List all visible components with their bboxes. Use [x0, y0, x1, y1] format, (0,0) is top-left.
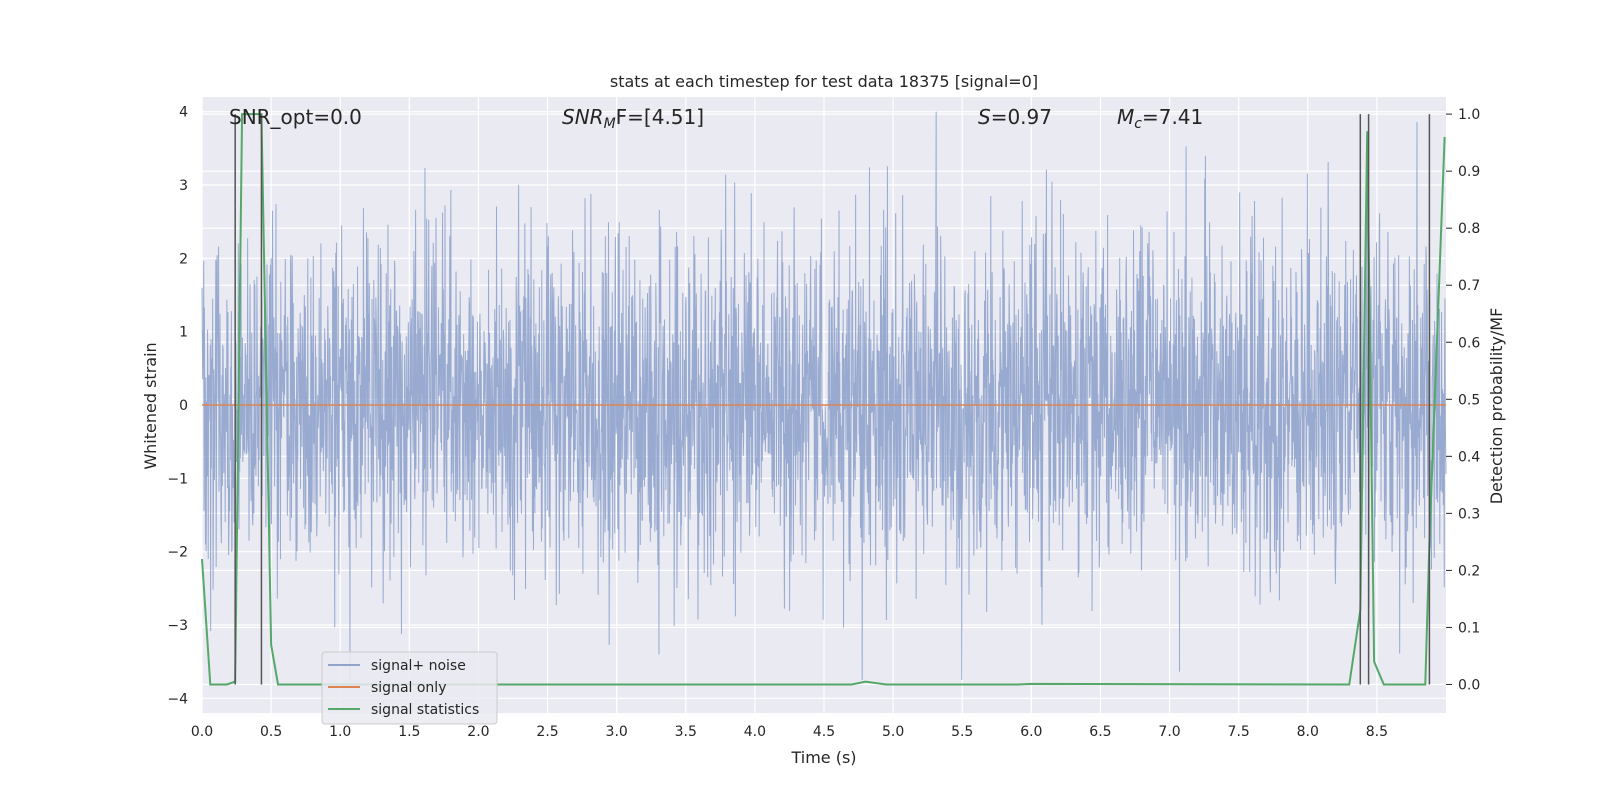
- y-tick-label: 4: [179, 105, 188, 121]
- signal-noise-line: [201, 111, 1447, 681]
- y-right-tick-label: 1.0: [1458, 107, 1480, 123]
- x-tick-label: 7.0: [1158, 724, 1180, 740]
- y-tick-label: 1: [179, 325, 188, 341]
- x-tick-label: 6.5: [1089, 724, 1111, 740]
- x-tick-label: 0.0: [191, 724, 213, 740]
- y-tick-label: 0: [179, 398, 188, 414]
- y-tick-label: 3: [179, 178, 188, 194]
- annotation-s: S=0.97: [978, 105, 1052, 129]
- y-tick-label: −2: [167, 545, 188, 561]
- y-tick-label: −1: [167, 471, 188, 487]
- x-tick-label: 4.5: [813, 724, 835, 740]
- y-right-tick-label: 0.9: [1458, 164, 1480, 180]
- legend-label-signal-only: signal only: [371, 680, 446, 696]
- x-tick-label: 1.0: [329, 724, 351, 740]
- legend: signal+ noise signal only signal statist…: [321, 651, 498, 725]
- y-right-tick-label: 0.1: [1458, 620, 1480, 636]
- y-right-tick-label: 0.8: [1458, 221, 1480, 237]
- legend-box: [321, 651, 498, 725]
- y-axis-label: Whitened strain: [141, 342, 160, 469]
- y-tick-label: −3: [167, 618, 188, 634]
- x-tick-label: 2.0: [467, 724, 489, 740]
- x-tick-label: 8.0: [1297, 724, 1319, 740]
- x-tick-label: 7.5: [1228, 724, 1250, 740]
- x-tick-label: 2.5: [536, 724, 558, 740]
- x-tick-label: 5.5: [951, 724, 973, 740]
- y-tick-label: 2: [179, 251, 188, 267]
- x-tick-label: 1.5: [398, 724, 420, 740]
- x-tick-label: 3.0: [606, 724, 628, 740]
- x-tick-label: 6.0: [1020, 724, 1042, 740]
- series-lines: [201, 113, 1446, 686]
- x-tick-label: 8.5: [1366, 724, 1388, 740]
- tick-labels: 0.0 0.5 1.0 1.5 2.0 2.5 3.0 3.5 4.0 4.5 5.0 5.5 6.0 6…: [167, 105, 1480, 740]
- legend-label-signal-noise: signal+ noise: [371, 658, 466, 674]
- y-axis-right-label: Detection probability/MF: [1487, 308, 1506, 505]
- y-tick-label: −4: [167, 691, 188, 707]
- annotation-mc: Mc=7.41: [1117, 105, 1203, 132]
- x-tick-label: 5.0: [882, 724, 904, 740]
- x-tick-label: 0.5: [260, 724, 282, 740]
- legend-label-signal-statistics: signal statistics: [371, 702, 479, 718]
- y-right-tick-label: 0.5: [1458, 392, 1480, 408]
- y-right-tick-label: 0.6: [1458, 335, 1480, 351]
- annotation-snr-opt: SNR_opt=0.0: [229, 105, 362, 129]
- y-right-tick-label: 0.3: [1458, 506, 1480, 522]
- annotation-snr-mf: SNRMF=[4.51]: [562, 105, 704, 132]
- y-right-tick-label: 0.0: [1458, 677, 1480, 693]
- x-axis-label: Time (s): [790, 748, 856, 767]
- y-right-tick-label: 0.4: [1458, 449, 1480, 465]
- signal-statistics-line: [201, 113, 1446, 686]
- vertical-markers: [234, 114, 1431, 685]
- y-right-tick-label: 0.2: [1458, 563, 1480, 579]
- y-right-tick-label: 0.7: [1458, 278, 1480, 294]
- chart-title: stats at each timestep for test data 183…: [610, 72, 1038, 91]
- x-tick-label: 4.0: [744, 724, 766, 740]
- series-signal-noise: [201, 111, 1447, 681]
- x-tick-label: 3.5: [675, 724, 697, 740]
